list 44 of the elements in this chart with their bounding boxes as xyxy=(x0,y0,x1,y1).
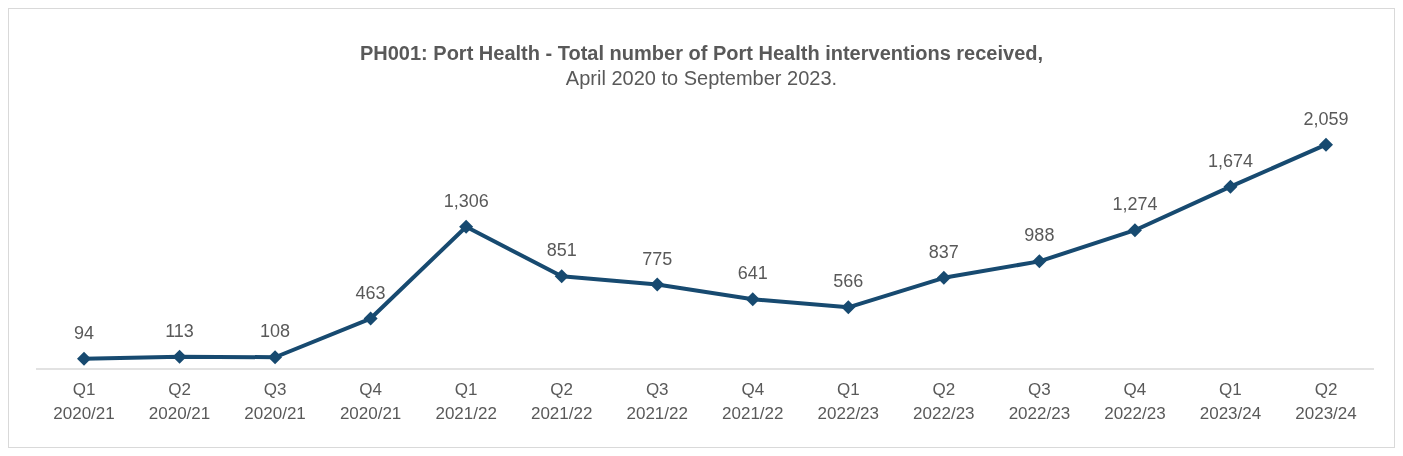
point xyxy=(554,269,569,284)
x-tick-label: Q1 2023/24 xyxy=(1199,380,1262,423)
x-tick-label: Q1 2021/22 xyxy=(435,380,497,423)
x-tick-label: Q1 2020/21 xyxy=(53,380,115,423)
point xyxy=(77,351,91,366)
x-tick-label: Q4 2020/21 xyxy=(339,380,402,423)
data-label: 94 xyxy=(73,322,95,343)
x-tick-label: Q2 2023/24 xyxy=(1295,380,1357,423)
x-tick-label: Q3 2021/22 xyxy=(626,380,688,423)
point xyxy=(363,311,378,326)
x-tick-label: Q1 2022/23 xyxy=(817,380,880,423)
point xyxy=(1127,223,1142,238)
data-label: 463 xyxy=(355,282,386,303)
x-tick-label: Q2 2020/21 xyxy=(148,380,211,423)
data-label: 2,059 xyxy=(1303,108,1349,129)
point xyxy=(1319,137,1333,152)
point xyxy=(1223,179,1238,194)
data-label: 837 xyxy=(928,241,959,262)
point xyxy=(936,270,951,285)
data-label: 108 xyxy=(260,321,291,342)
point xyxy=(459,219,474,234)
data-label: 1,306 xyxy=(443,190,489,211)
data-label: 1,274 xyxy=(1112,194,1158,215)
point xyxy=(841,300,856,315)
data-label: 1,674 xyxy=(1207,150,1253,171)
point xyxy=(268,350,283,365)
point xyxy=(650,277,665,292)
x-tick-label: Q4 2021/22 xyxy=(722,380,784,423)
data-label: 851 xyxy=(546,240,577,261)
x-tick-label: Q2 2021/22 xyxy=(530,380,593,423)
point xyxy=(745,292,760,307)
data-label: 566 xyxy=(833,271,864,292)
x-tick-label: Q3 2020/21 xyxy=(244,380,306,423)
data-label: 641 xyxy=(737,263,768,284)
x-tick-label: Q4 2022/23 xyxy=(1104,380,1166,423)
chart-subtitle: April 2020 to September 2023. xyxy=(564,67,839,90)
chart-title: PH001: Port Health - Total number of Port Health interventions received, xyxy=(358,42,1045,65)
data-label: 988 xyxy=(1024,225,1055,246)
x-tick-label: Q2 2022/23 xyxy=(913,380,975,423)
point xyxy=(172,349,187,364)
data-label: 775 xyxy=(642,248,673,269)
x-tick-label: Q3 2022/23 xyxy=(1008,380,1071,423)
point xyxy=(1032,254,1047,269)
data-label: 113 xyxy=(165,320,194,341)
